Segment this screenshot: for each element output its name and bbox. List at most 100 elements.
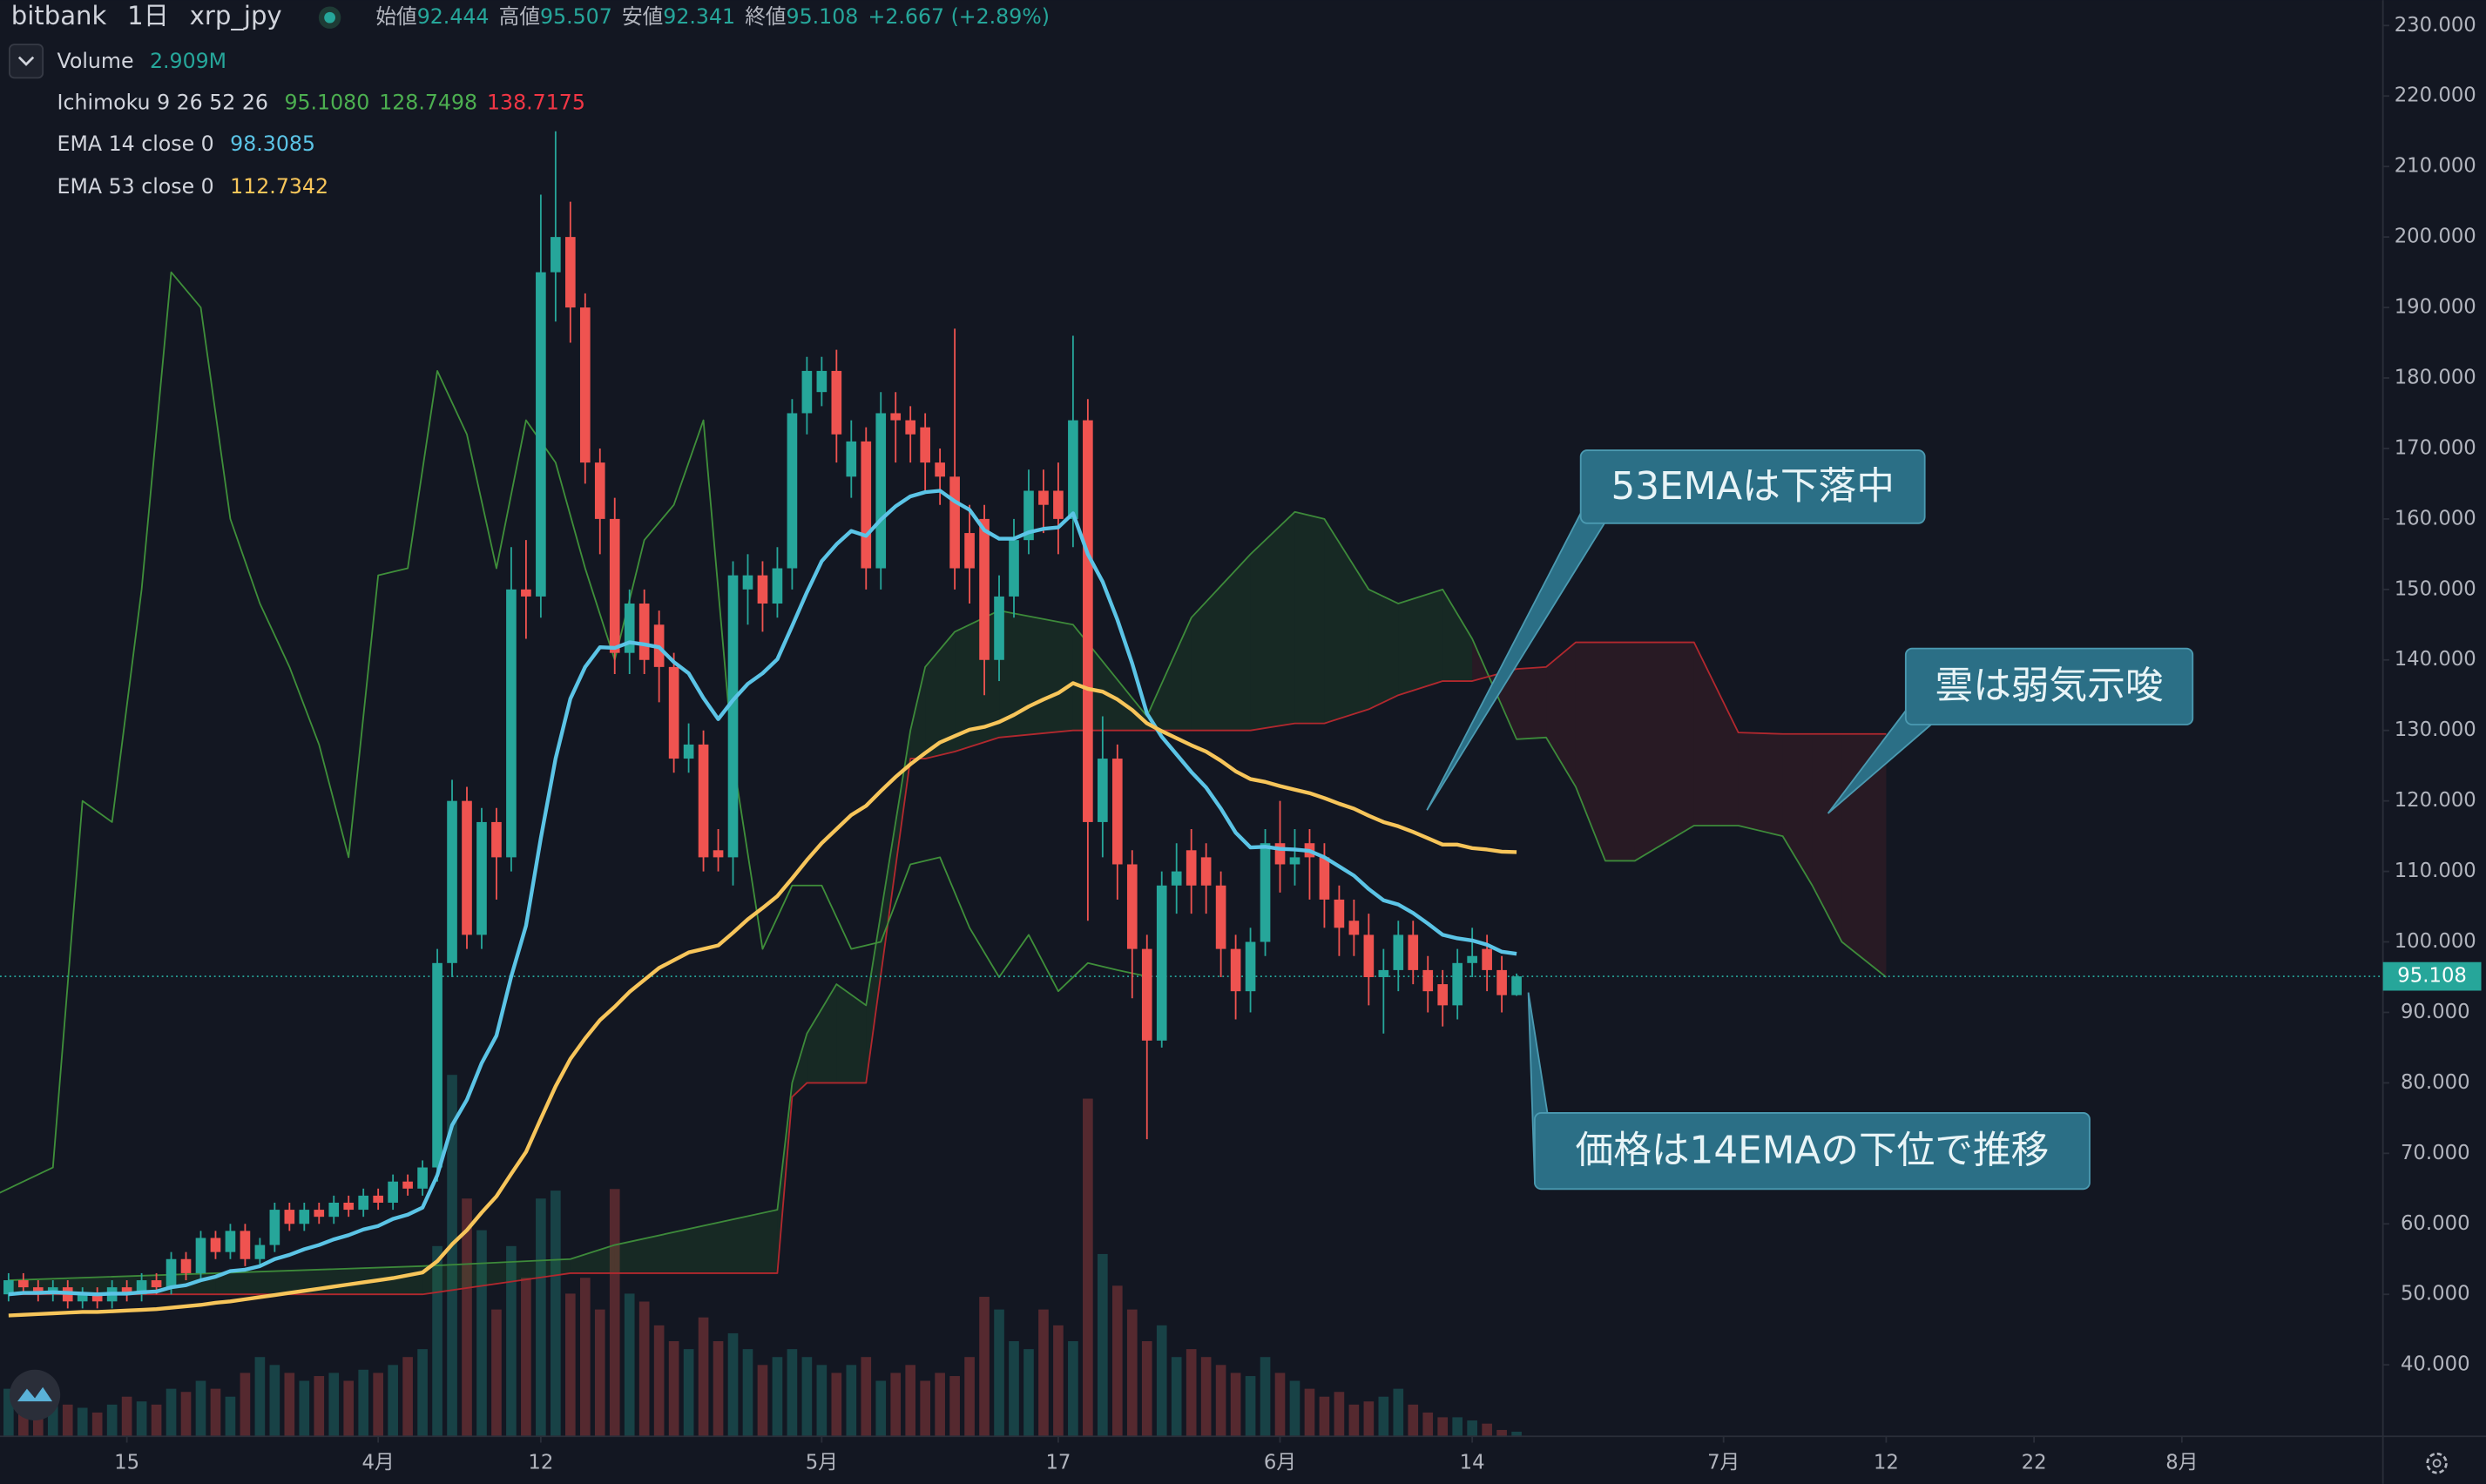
volume-bar (151, 1404, 162, 1437)
volume-bar (1304, 1388, 1315, 1437)
axes: 40.000 50.000 60.000 70.000 80.000 90.000 100.… (114, 14, 2482, 1474)
volume-bar (683, 1349, 694, 1437)
candle-body (964, 533, 975, 569)
volume-bar (106, 1404, 118, 1437)
lagging-span (0, 271, 1147, 1194)
volume-bar (1511, 1431, 1522, 1437)
candle-body (1156, 885, 1167, 1041)
candle-body (1245, 941, 1256, 992)
volume-bar (698, 1317, 709, 1437)
legend-value: 138.7175 (487, 90, 585, 114)
candle-body (1038, 490, 1049, 505)
candle-body (727, 575, 739, 858)
logo-mark (17, 1386, 53, 1402)
volume-bar (1334, 1392, 1345, 1437)
annotation-text: 雲は弱気示唆 (1935, 664, 2164, 708)
interval[interactable]: 1日 (127, 1, 169, 30)
volume-bar (180, 1392, 192, 1437)
candle-body (1319, 857, 1330, 900)
candle-body (1467, 955, 1477, 963)
candle-body (417, 1167, 428, 1189)
collapse-button[interactable] (9, 44, 44, 79)
volume-bar (1393, 1388, 1404, 1437)
candle-body (77, 1294, 88, 1302)
candle-body (1126, 864, 1138, 949)
cloud-segment (614, 1210, 778, 1273)
volume-bar (373, 1373, 383, 1437)
volume-bar (742, 1349, 753, 1437)
cloud-segment (1442, 589, 1473, 682)
volume-bar (506, 1245, 517, 1437)
open-label: 始値 (375, 4, 416, 29)
candle-body (772, 568, 783, 604)
candle-body (314, 1210, 325, 1218)
candle-body (240, 1231, 251, 1259)
volume-bar (3, 1388, 14, 1437)
legend-value: 95.1080 (284, 90, 369, 114)
cloud-segment (1398, 589, 1443, 696)
legend-name[interactable]: EMA 14 close 0 (57, 131, 214, 155)
candle-body (166, 1258, 177, 1288)
legend-name[interactable]: EMA 53 close 0 (57, 173, 214, 198)
header: bitbank 1日 xrp_jpy (11, 1, 282, 30)
volume-bar (890, 1373, 902, 1437)
cloud-segment (215, 1265, 423, 1295)
cloud-segment (1634, 642, 1694, 861)
candle-body (1053, 490, 1064, 519)
y-tick-label: 150.000 (2395, 577, 2476, 600)
volume-bar (816, 1365, 828, 1437)
candle-body (905, 420, 916, 435)
logo[interactable] (9, 1369, 61, 1421)
y-tick-label: 160.000 (2395, 507, 2476, 530)
candle-body (564, 237, 576, 308)
volume-bar (935, 1373, 945, 1437)
cloud-segment (1693, 642, 1739, 826)
volume-bar (772, 1357, 783, 1437)
candle-body (521, 589, 531, 597)
candle-body (1496, 969, 1507, 995)
cloud-segment (1191, 554, 1251, 731)
volume-bar (284, 1373, 295, 1437)
candle-body (1452, 962, 1463, 1006)
candle-body (284, 1210, 295, 1224)
legend-name[interactable]: Ichimoku 9 26 52 26 (57, 90, 268, 114)
volume-bar (1245, 1376, 1256, 1437)
status-dot (324, 11, 335, 24)
ichimoku-legend: Ichimoku 9 26 52 26 95.1080 128.7498 138.7… (57, 90, 585, 114)
y-tick-label: 90.000 (2401, 1001, 2470, 1023)
candle-body (1482, 948, 1492, 970)
candle-body (713, 850, 724, 858)
candle-body (1023, 490, 1034, 541)
cloud-segment (1738, 732, 1783, 837)
candle-body (536, 272, 546, 597)
settings-icon[interactable] (2426, 1452, 2448, 1474)
volume-bar (1068, 1341, 1078, 1437)
legend-name[interactable]: Volume (57, 49, 134, 73)
volume-bar (269, 1365, 280, 1437)
volume-bar (62, 1404, 73, 1437)
x-tick-label: 4月 (362, 1452, 395, 1474)
candle-body (1422, 969, 1434, 992)
x-tick-label: 12 (528, 1452, 553, 1474)
y-tick-label: 230.000 (2395, 14, 2476, 37)
cloud-segment (955, 610, 1000, 752)
y-tick-label: 140.000 (2395, 648, 2476, 671)
cloud-segment (836, 984, 867, 1083)
volume-bar (1156, 1325, 1167, 1437)
y-tick-label: 130.000 (2395, 718, 2476, 741)
symbol[interactable]: xrp_jpy (190, 1, 282, 30)
volume-bar (668, 1341, 679, 1437)
volume-bar (1141, 1341, 1152, 1437)
annotation: 価格は14EMAの下位で推移 (1527, 992, 2091, 1191)
volume-bar (166, 1388, 177, 1437)
high-value: 95.507 (540, 4, 612, 29)
volume-bar (1422, 1412, 1434, 1437)
volume-bar (1215, 1365, 1226, 1437)
volume-bar (462, 1198, 472, 1437)
volume-bar (1378, 1396, 1389, 1437)
candle-body (1274, 843, 1286, 865)
volume-bar (787, 1349, 798, 1437)
candle-body (831, 370, 842, 435)
legend-value: 2.909M (150, 49, 226, 73)
volume-bar (979, 1297, 990, 1437)
